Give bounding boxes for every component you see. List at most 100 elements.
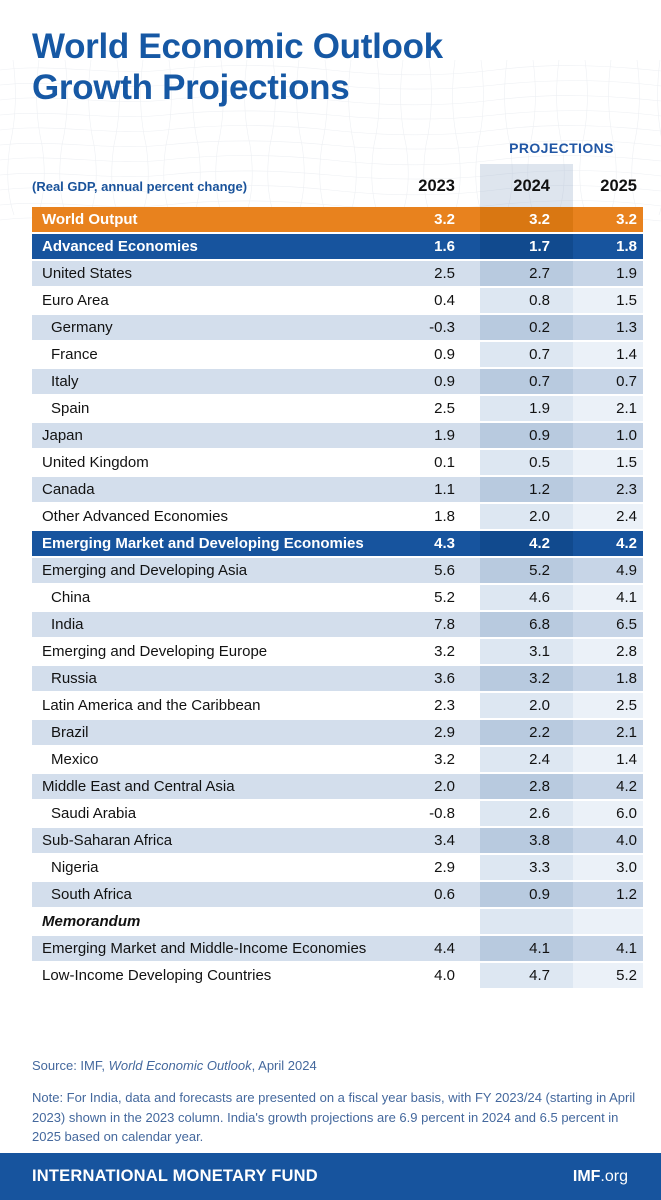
value-2024: 2.0 [480, 693, 573, 718]
table-row: World Output 3.2 3.2 3.2 [32, 207, 643, 232]
row-label: Latin America and the Caribbean [32, 693, 385, 718]
table-row: Sub-Saharan Africa 3.4 3.8 4.0 [32, 828, 643, 853]
value-2025: 2.1 [573, 720, 643, 745]
value-2023: 0.6 [385, 882, 480, 907]
row-label: Other Advanced Economies [32, 504, 385, 529]
value-2025: 6.5 [573, 612, 643, 637]
table-subtitle: (Real GDP, annual percent change) [32, 178, 248, 194]
column-2024-highlight [480, 164, 573, 207]
value-2023: 3.6 [385, 666, 480, 691]
table-row: Emerging and Developing Europe 3.2 3.1 2.8 [32, 639, 643, 664]
table-row: Euro Area 0.4 0.8 1.5 [32, 288, 643, 313]
table-row: Germany -0.3 0.2 1.3 [32, 315, 643, 340]
row-label: Germany [32, 315, 385, 340]
row-label: Italy [32, 369, 385, 394]
table-row: Advanced Economies 1.6 1.7 1.8 [32, 234, 643, 259]
table-header-row: (Real GDP, annual percent change) 2023 2… [32, 174, 643, 198]
table-row: Canada 1.1 1.2 2.3 [32, 477, 643, 502]
column-header-2025: 2025 [600, 177, 637, 195]
value-2025: 4.2 [573, 531, 643, 556]
value-2023: 3.2 [385, 747, 480, 772]
imf-website-suffix: .org [600, 1167, 628, 1185]
value-2024: 0.2 [480, 315, 573, 340]
value-2025: 2.5 [573, 693, 643, 718]
row-label: South Africa [32, 882, 385, 907]
value-2024: 3.1 [480, 639, 573, 664]
column-header-2023: 2023 [418, 177, 455, 195]
row-label: Euro Area [32, 288, 385, 313]
value-2025 [573, 909, 643, 934]
value-2025: 2.3 [573, 477, 643, 502]
table-row: Spain 2.5 1.9 2.1 [32, 396, 643, 421]
value-2024: 3.3 [480, 855, 573, 880]
row-label: Japan [32, 423, 385, 448]
table-row: Emerging and Developing Asia 5.6 5.2 4.9 [32, 558, 643, 583]
value-2023: 0.1 [385, 450, 480, 475]
value-2023: 4.3 [385, 531, 480, 556]
value-2023: 0.4 [385, 288, 480, 313]
value-2024 [480, 909, 573, 934]
source-suffix: , April 2024 [251, 1058, 317, 1073]
value-2023 [385, 909, 480, 934]
value-2025: 2.8 [573, 639, 643, 664]
row-label: Emerging and Developing Asia [32, 558, 385, 583]
value-2025: 0.7 [573, 369, 643, 394]
value-2025: 1.3 [573, 315, 643, 340]
table-row: Nigeria 2.9 3.3 3.0 [32, 855, 643, 880]
row-label: Low-Income Developing Countries [32, 963, 385, 988]
value-2023: -0.3 [385, 315, 480, 340]
table-row: United Kingdom 0.1 0.5 1.5 [32, 450, 643, 475]
table-row: Emerging Market and Middle-Income Econom… [32, 936, 643, 961]
table-row: Other Advanced Economies 1.8 2.0 2.4 [32, 504, 643, 529]
value-2024: 4.6 [480, 585, 573, 610]
value-2023: 1.8 [385, 504, 480, 529]
value-2023: 4.4 [385, 936, 480, 961]
row-label: United States [32, 261, 385, 286]
row-label: Sub-Saharan Africa [32, 828, 385, 853]
value-2024: 5.2 [480, 558, 573, 583]
value-2023: 3.2 [385, 639, 480, 664]
value-2023: 2.0 [385, 774, 480, 799]
value-2024: 2.2 [480, 720, 573, 745]
value-2023: 2.5 [385, 396, 480, 421]
value-2023: 5.6 [385, 558, 480, 583]
value-2025: 4.2 [573, 774, 643, 799]
table-row: India 7.8 6.8 6.5 [32, 612, 643, 637]
value-2025: 4.1 [573, 585, 643, 610]
row-label: Middle East and Central Asia [32, 774, 385, 799]
row-label: Saudi Arabia [32, 801, 385, 826]
imf-website-bold: IMF [572, 1167, 601, 1185]
value-2023: 3.2 [385, 207, 480, 232]
value-2024: 0.9 [480, 423, 573, 448]
column-header-2024: 2024 [513, 177, 550, 195]
value-2025: 1.8 [573, 234, 643, 259]
value-2025: 1.8 [573, 666, 643, 691]
value-2024: 0.9 [480, 882, 573, 907]
table-row: Brazil 2.9 2.2 2.1 [32, 720, 643, 745]
value-2024: 2.0 [480, 504, 573, 529]
table-row: Mexico 3.2 2.4 1.4 [32, 747, 643, 772]
page-title: World Economic Outlook Growth Projection… [32, 26, 632, 108]
value-2023: 1.6 [385, 234, 480, 259]
row-label: France [32, 342, 385, 367]
row-label: Brazil [32, 720, 385, 745]
source-prefix: Source: IMF, [32, 1058, 109, 1073]
table-row: France 0.9 0.7 1.4 [32, 342, 643, 367]
value-2023: 0.9 [385, 369, 480, 394]
row-label: Memorandum [32, 909, 385, 934]
value-2025: 2.4 [573, 504, 643, 529]
value-2024: 6.8 [480, 612, 573, 637]
table-row: South Africa 0.6 0.9 1.2 [32, 882, 643, 907]
table-row: Emerging Market and Developing Economies… [32, 531, 643, 556]
value-2024: 1.7 [480, 234, 573, 259]
value-2025: 1.5 [573, 450, 643, 475]
value-2024: 0.7 [480, 342, 573, 367]
table-row: Middle East and Central Asia 2.0 2.8 4.2 [32, 774, 643, 799]
value-2024: 4.2 [480, 531, 573, 556]
page-title-line2: Growth Projections [32, 68, 350, 107]
value-2025: 1.5 [573, 288, 643, 313]
projections-label: PROJECTIONS [509, 140, 614, 156]
page-title-line1: World Economic Outlook [32, 27, 443, 66]
table-row: Low-Income Developing Countries 4.0 4.7 5.2 [32, 963, 643, 988]
